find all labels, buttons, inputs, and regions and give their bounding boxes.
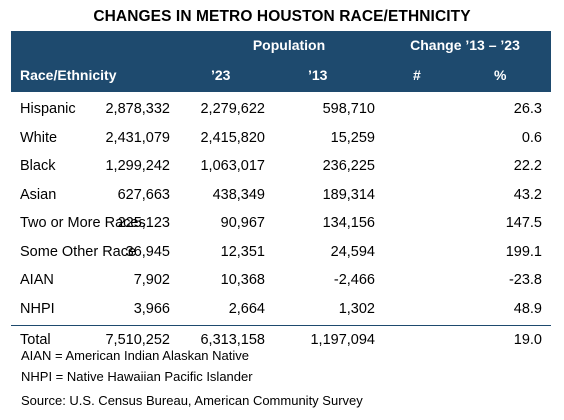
table-row: Asian 627,663 438,349 189,314 43.2 <box>11 181 551 210</box>
pop-13-cell: 438,349 <box>212 186 265 203</box>
table-header: Population Change ’13 – ’23 Race/Ethnici… <box>11 31 551 92</box>
footnote-nhpi: NHPI = Native Hawaiian Pacific Islander <box>21 369 253 384</box>
table-row: AIAN 7,902 10,368 -2,466 -23.8 <box>11 266 551 295</box>
header-col-13: ’13 <box>308 67 328 83</box>
table-row: Black 1,299,242 1,063,017 236,225 22.2 <box>11 152 551 181</box>
change-num-cell: 1,197,094 <box>310 332 375 348</box>
pop-13-cell: 12,351 <box>220 243 265 260</box>
change-pct-cell: 43.2 <box>513 186 542 203</box>
pop-23-cell: 2,878,332 <box>105 101 170 117</box>
pop-13-cell: 6,313,158 <box>200 332 265 348</box>
race-cell: NHPI <box>20 300 55 317</box>
table-row: NHPI 3,966 2,664 1,302 48.9 <box>11 295 551 324</box>
source-note: Source: U.S. Census Bureau, American Com… <box>21 393 363 408</box>
change-num-cell: -2,466 <box>333 272 375 288</box>
change-num-cell: 1,302 <box>338 300 375 317</box>
change-pct-cell: 26.3 <box>513 101 542 117</box>
change-pct-cell: -23.8 <box>508 272 542 288</box>
race-cell: Total <box>20 332 51 348</box>
race-cell: Some Other Race <box>20 243 137 260</box>
pop-13-cell: 2,279,622 <box>200 101 265 117</box>
header-col-pct: % <box>494 67 507 83</box>
pop-23-cell: 7,510,252 <box>105 332 170 348</box>
pop-23-cell: 7,902 <box>133 272 170 288</box>
change-num-cell: 598,710 <box>322 101 375 117</box>
race-cell: Hispanic <box>20 101 76 117</box>
pop-23-cell: 627,663 <box>117 186 170 203</box>
change-pct-cell: 48.9 <box>513 300 542 317</box>
race-cell: Asian <box>20 186 57 203</box>
header-group-population: Population <box>252 37 326 53</box>
change-pct-cell: 22.2 <box>513 158 542 174</box>
pop-13-cell: 10,368 <box>220 272 265 288</box>
change-pct-cell: 0.6 <box>521 129 542 146</box>
table-row: Two or More Races 225,123 90,967 134,156 147… <box>11 209 551 238</box>
header-col-23: ’23 <box>211 67 231 83</box>
data-table: Population Change ’13 – ’23 Race/Ethnici… <box>11 31 551 355</box>
change-num-cell: 189,314 <box>322 186 375 203</box>
change-num-cell: 15,259 <box>330 129 375 146</box>
table-total-row: Total 7,510,252 6,313,158 1,197,094 19.0 <box>11 325 551 355</box>
pop-13-cell: 1,063,017 <box>200 158 265 174</box>
table-row: Some Other Race 36,945 12,351 24,594 199.1 <box>11 238 551 267</box>
change-num-cell: 134,156 <box>322 215 375 231</box>
pop-23-cell: 3,966 <box>133 300 170 317</box>
header-col-num: # <box>413 67 421 83</box>
pop-23-cell: 225,123 <box>117 215 170 231</box>
table-body: Hispanic 2,878,332 2,279,622 598,710 26.3 Whi… <box>11 95 551 355</box>
change-num-cell: 236,225 <box>322 158 375 174</box>
race-cell: Black <box>20 158 56 174</box>
table-row: White 2,431,079 2,415,820 15,259 0.6 <box>11 124 551 153</box>
header-group-change: Change ’13 – ’23 <box>410 37 520 53</box>
table-title: CHANGES IN METRO HOUSTON RACE/ETHNICITY <box>93 8 471 25</box>
header-col-race: Race/Ethnicity <box>20 67 117 83</box>
pop-23-cell: 2,431,079 <box>105 129 170 146</box>
change-pct-cell: 19.0 <box>513 332 542 348</box>
footnote-aian: AIAN = American Indian Alaskan Native <box>21 348 249 363</box>
change-num-cell: 24,594 <box>330 243 375 260</box>
race-cell: White <box>20 129 58 146</box>
pop-13-cell: 90,967 <box>220 215 265 231</box>
change-pct-cell: 147.5 <box>505 215 542 231</box>
pop-13-cell: 2,664 <box>228 300 265 317</box>
race-cell: AIAN <box>20 272 54 288</box>
change-pct-cell: 199.1 <box>505 243 542 260</box>
pop-23-cell: 1,299,242 <box>105 158 170 174</box>
pop-13-cell: 2,415,820 <box>200 129 265 146</box>
table-row: Hispanic 2,878,332 2,279,622 598,710 26.3 <box>11 95 551 124</box>
race-cell: Two or More Races <box>20 215 146 231</box>
pop-23-cell: 36,945 <box>125 243 170 260</box>
